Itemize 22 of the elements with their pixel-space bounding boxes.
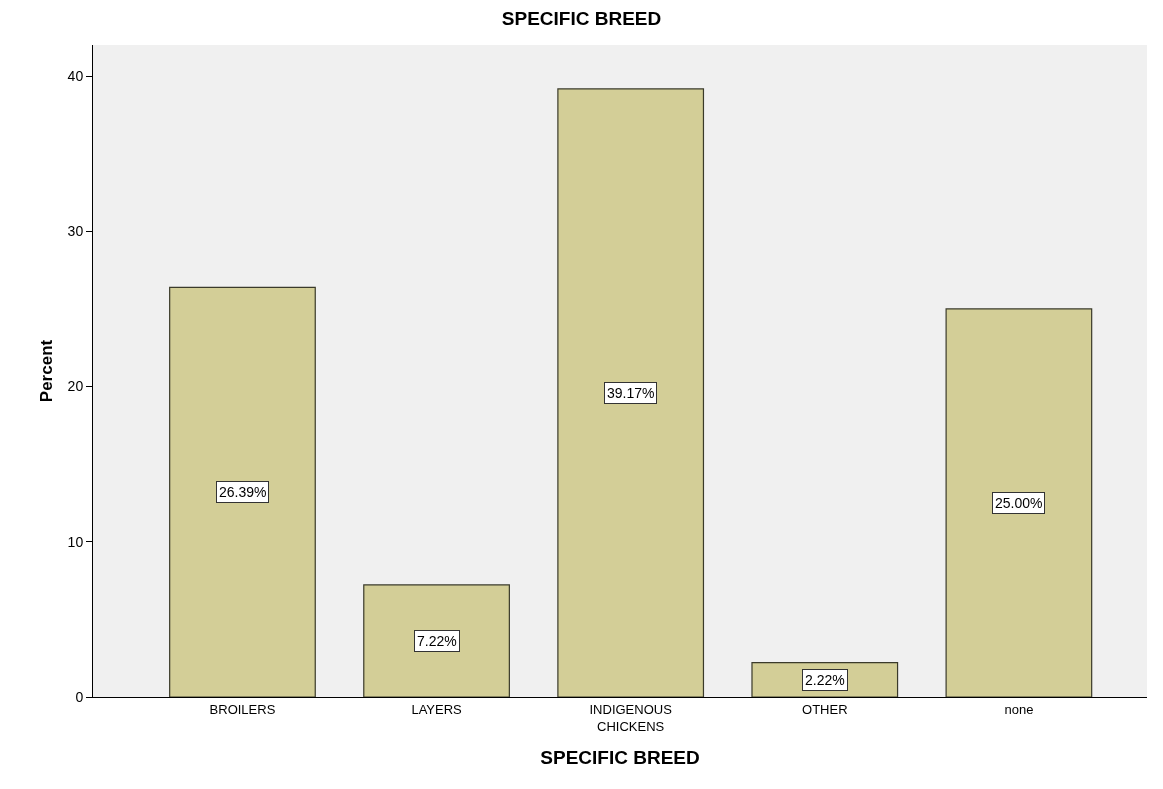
- y-tick-label: 40: [67, 67, 84, 84]
- y-tick-label: 20: [67, 378, 84, 395]
- bar: [363, 584, 510, 697]
- data-label: 39.17%: [607, 385, 655, 401]
- x-tick-label: BROILERS: [209, 701, 276, 717]
- y-tick-label: 10: [67, 533, 84, 550]
- chart-title: SPECIFIC BREED: [501, 8, 662, 30]
- x-tick-label: OTHER: [802, 701, 848, 717]
- x-tick-label: INDIGENOUS CHICKENS: [589, 701, 673, 734]
- bar: [169, 286, 316, 697]
- data-label: 7.22%: [417, 633, 457, 649]
- data-label: 26.39%: [219, 484, 267, 500]
- x-tick-label: none: [1004, 701, 1034, 717]
- bar: [557, 88, 705, 697]
- data-label: 25.00%: [995, 495, 1043, 511]
- x-tick-label: LAYERS: [411, 701, 463, 717]
- y-tick-label: 0: [75, 688, 84, 705]
- bar: [945, 308, 1093, 697]
- x-axis-title: SPECIFIC BREED: [540, 747, 700, 769]
- y-tick-label: 30: [67, 223, 84, 240]
- y-axis-title: Percent: [37, 339, 57, 403]
- data-label: 2.22%: [805, 672, 845, 688]
